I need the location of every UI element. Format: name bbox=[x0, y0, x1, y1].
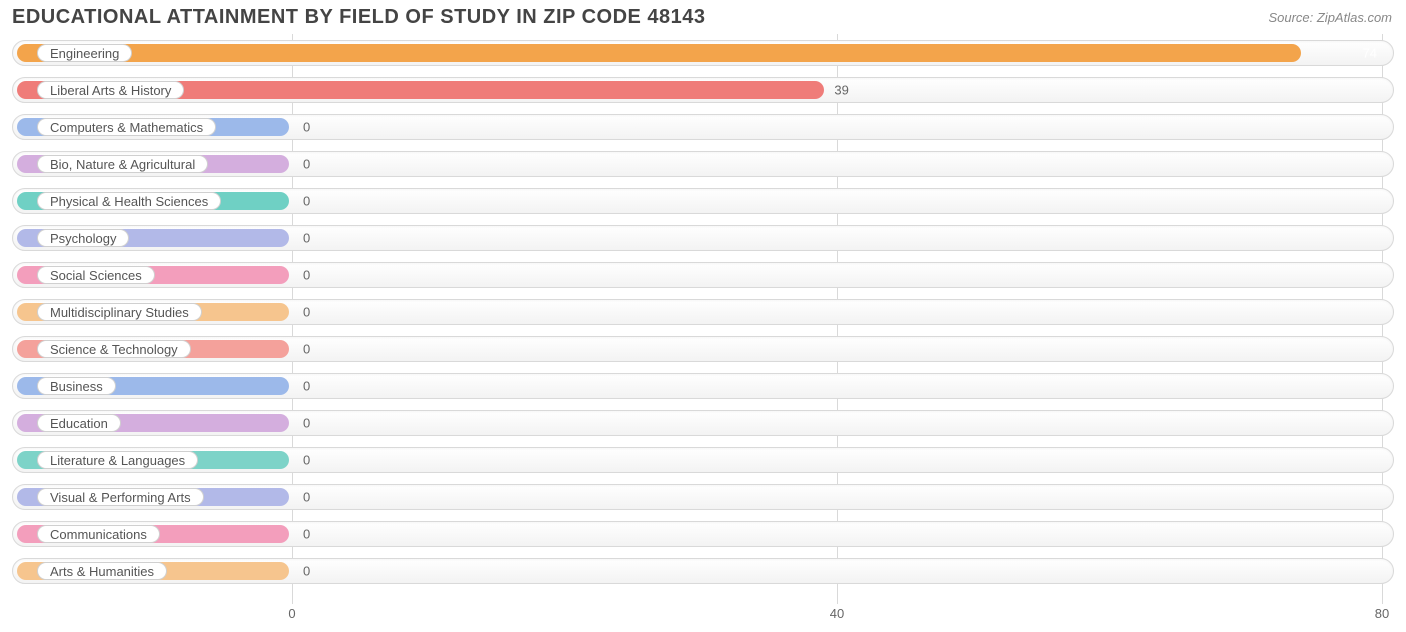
value-label: 0 bbox=[303, 230, 310, 245]
axis-tick: 0 bbox=[288, 606, 295, 621]
category-label: Psychology bbox=[37, 229, 129, 247]
bar-row: Communications 0 bbox=[12, 515, 1394, 552]
chart-plot-area: Engineering 74 Liberal Arts & History 39 Com… bbox=[12, 34, 1394, 604]
bar-row: Social Sciences 0 bbox=[12, 256, 1394, 293]
value-label: 0 bbox=[303, 563, 310, 578]
bar-track: Multidisciplinary Studies 0 bbox=[12, 299, 1394, 325]
bar-row: Visual & Performing Arts 0 bbox=[12, 478, 1394, 515]
bar-track: Science & Technology 0 bbox=[12, 336, 1394, 362]
bar-track: Physical & Health Sciences 0 bbox=[12, 188, 1394, 214]
category-label: Physical & Health Sciences bbox=[37, 192, 221, 210]
bar-row: Education 0 bbox=[12, 404, 1394, 441]
value-label: 0 bbox=[303, 119, 310, 134]
bar-track: Communications 0 bbox=[12, 521, 1394, 547]
value-label: 0 bbox=[303, 341, 310, 356]
category-label: Liberal Arts & History bbox=[37, 81, 184, 99]
bar-track: Liberal Arts & History 39 bbox=[12, 77, 1394, 103]
value-label: 0 bbox=[303, 304, 310, 319]
value-label: 0 bbox=[303, 452, 310, 467]
axis-tick: 80 bbox=[1375, 606, 1389, 621]
category-label: Social Sciences bbox=[37, 266, 155, 284]
value-label: 0 bbox=[303, 378, 310, 393]
category-label: Education bbox=[37, 414, 121, 432]
bar-track: Engineering 74 bbox=[12, 40, 1394, 66]
bar-track: Education 0 bbox=[12, 410, 1394, 436]
source-attribution: Source: ZipAtlas.com bbox=[1268, 10, 1392, 25]
value-label: 0 bbox=[303, 526, 310, 541]
value-label: 0 bbox=[303, 156, 310, 171]
bar-track: Business 0 bbox=[12, 373, 1394, 399]
bar-track: Social Sciences 0 bbox=[12, 262, 1394, 288]
category-label: Science & Technology bbox=[37, 340, 191, 358]
bar-row: Bio, Nature & Agricultural 0 bbox=[12, 145, 1394, 182]
value-label: 0 bbox=[303, 415, 310, 430]
x-axis: 0 40 80 bbox=[12, 606, 1394, 626]
value-label: 0 bbox=[303, 267, 310, 282]
category-label: Bio, Nature & Agricultural bbox=[37, 155, 208, 173]
value-label: 39 bbox=[834, 82, 848, 97]
bar-row: Engineering 74 bbox=[12, 34, 1394, 71]
category-label: Computers & Mathematics bbox=[37, 118, 216, 136]
value-label: 74 bbox=[1363, 45, 1377, 60]
bar-track: Visual & Performing Arts 0 bbox=[12, 484, 1394, 510]
bar-track: Literature & Languages 0 bbox=[12, 447, 1394, 473]
value-label: 0 bbox=[303, 489, 310, 504]
category-label: Arts & Humanities bbox=[37, 562, 167, 580]
category-label: Communications bbox=[37, 525, 160, 543]
bar-row: Business 0 bbox=[12, 367, 1394, 404]
bar-row: Literature & Languages 0 bbox=[12, 441, 1394, 478]
bar-track: Psychology 0 bbox=[12, 225, 1394, 251]
bar-track: Arts & Humanities 0 bbox=[12, 558, 1394, 584]
bar-row: Computers & Mathematics 0 bbox=[12, 108, 1394, 145]
bar-track: Computers & Mathematics 0 bbox=[12, 114, 1394, 140]
bar-track: Bio, Nature & Agricultural 0 bbox=[12, 151, 1394, 177]
category-label: Engineering bbox=[37, 44, 132, 62]
category-label: Literature & Languages bbox=[37, 451, 198, 469]
bar-row: Psychology 0 bbox=[12, 219, 1394, 256]
bar-row: Physical & Health Sciences 0 bbox=[12, 182, 1394, 219]
bar-row: Science & Technology 0 bbox=[12, 330, 1394, 367]
bar-row: Liberal Arts & History 39 bbox=[12, 71, 1394, 108]
value-label: 0 bbox=[303, 193, 310, 208]
category-label: Multidisciplinary Studies bbox=[37, 303, 202, 321]
bar-row: Arts & Humanities 0 bbox=[12, 552, 1394, 589]
bar-fill bbox=[17, 44, 1301, 62]
axis-tick: 40 bbox=[830, 606, 844, 621]
category-label: Business bbox=[37, 377, 116, 395]
chart-title: EDUCATIONAL ATTAINMENT BY FIELD OF STUDY… bbox=[12, 6, 706, 29]
bar-row: Multidisciplinary Studies 0 bbox=[12, 293, 1394, 330]
category-label: Visual & Performing Arts bbox=[37, 488, 204, 506]
